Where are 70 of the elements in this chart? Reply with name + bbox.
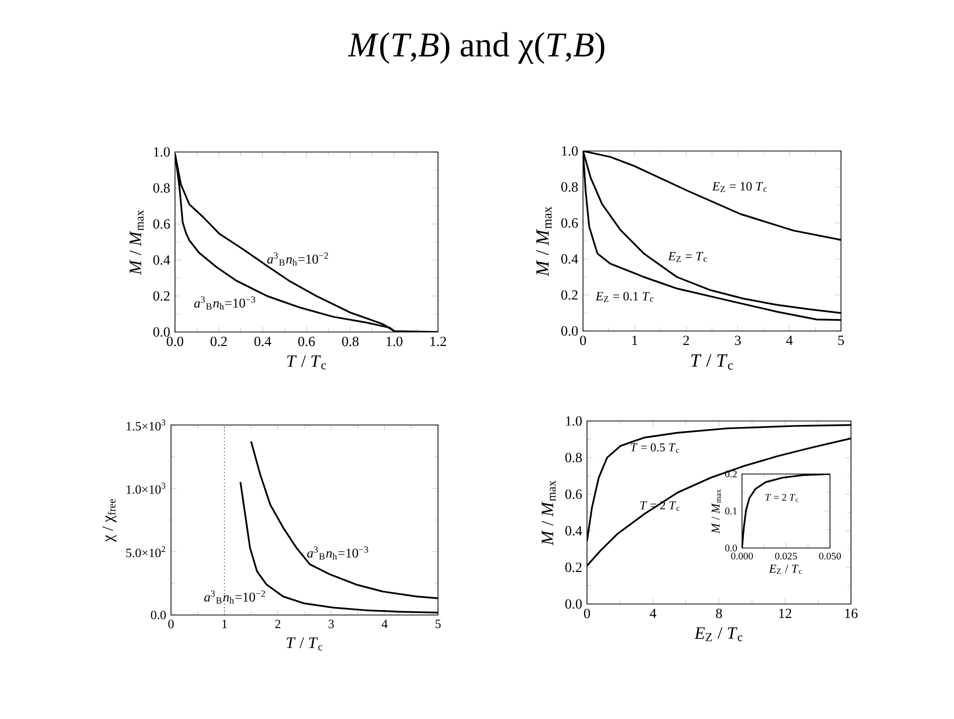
x-tick-label: 12 [779, 608, 792, 618]
y-tick-label: 1.0 [154, 147, 170, 157]
x-tick-label: 0 [580, 336, 586, 346]
series-label: a$^{3}$$_{B}$n$_{h}$=10$^{−3}$ [194, 296, 256, 310]
y-tick-label: 1.0 [562, 146, 578, 156]
x-tick-label: 1.2 [430, 336, 446, 346]
y-tick-label: 0.2 [153, 291, 170, 301]
x-axis-title: T / T$_{c}$ [287, 355, 326, 370]
x-axis-title: E$_{Z}$ / T$_{c}$ [768, 564, 802, 574]
y-tick-label: 0.6 [153, 219, 170, 229]
x-tick-label: 1 [222, 620, 227, 628]
x-tick-label: 16 [845, 608, 858, 618]
series-label: T = 0.5 T$_{c}$ [630, 443, 679, 453]
x-tick-label: 8 [716, 608, 722, 618]
y-tick-label: 0.2 [565, 562, 582, 572]
x-tick-label: 5 [838, 336, 844, 346]
series-label: T = 2 T$_{c}$ [766, 494, 798, 502]
y-tick-label: 0.0 [725, 544, 737, 552]
y-axis-title: M / M$_{max}$ [130, 210, 144, 275]
y-tick-label: 0.0 [153, 327, 170, 337]
y-axis-title: M / M$_{max}$ [536, 206, 552, 276]
y-tick-label: 1.0×10$^{3}$ [126, 482, 166, 494]
y-tick-label: 0.8 [153, 183, 170, 193]
y-tick-label: 1.5×10$^{3}$ [126, 419, 166, 431]
y-tick-label: 0.8 [565, 452, 582, 462]
x-tick-label: 0.025 [775, 552, 797, 560]
x-tick-label: 0 [168, 620, 174, 628]
x-axis-title: T / T$_{c}$ [286, 637, 322, 650]
y-tick-label: 0.6 [565, 489, 582, 499]
y-tick-label: 0.1 [725, 508, 737, 514]
y-tick-label: 0.2 [561, 290, 578, 300]
x-tick-label: 0.0 [166, 336, 184, 346]
y-axis-title: χ / χ$_{free}$ [102, 499, 116, 542]
chart-title: M(T,B) and χ(T,B) [348, 32, 604, 64]
x-tick-label: 0.4 [254, 336, 272, 346]
y-axis-title: M / M$_{max}$ [542, 480, 556, 546]
x-tick-label: 4 [650, 608, 656, 618]
y-tick-label: 1.0 [566, 416, 582, 426]
x-tick-label: 1 [632, 336, 638, 345]
x-axis-title: E$_{Z}$ / T$_{c}$ [694, 627, 742, 642]
y-tick-label: 0.4 [153, 255, 170, 265]
series-label: a$^{3}$$_{B}$n$_{h}$=10$^{−2}$ [267, 252, 328, 266]
y-tick-label: 0.0 [565, 599, 582, 609]
x-tick-label: 0.8 [342, 336, 359, 346]
y-tick-label: 0.6 [561, 218, 578, 228]
series-label: E$_{Z}$ = 0.1 T$_{c}$ [596, 292, 654, 302]
x-tick-label: 1.0 [386, 336, 402, 346]
x-tick-label: 0.000 [731, 552, 753, 560]
x-tick-label: 3 [734, 336, 741, 346]
series-label: E$_{Z}$ = 10 T$_{c}$ [712, 182, 767, 192]
x-tick-label: 0.050 [819, 552, 841, 560]
y-tick-label: 0.4 [561, 254, 578, 264]
x-tick-label: 4 [786, 336, 793, 345]
x-tick-label: 2 [275, 620, 280, 628]
x-tick-label: 0.6 [298, 336, 315, 346]
x-tick-label: 2 [683, 336, 689, 345]
series-label: a$^{3}$$_{B}$n$_{h}$=10$^{−2}$ [204, 590, 265, 604]
x-tick-label: 0.2 [210, 336, 227, 346]
x-tick-label: 4 [382, 620, 388, 628]
y-tick-label: 0.0 [561, 326, 578, 336]
y-axis-title: M / M$_{max}$ [712, 489, 721, 534]
y-tick-label: 5.0×10$^{2}$ [126, 546, 166, 558]
y-tick-label: 0.8 [561, 182, 578, 192]
y-tick-label: 0.4 [565, 526, 582, 536]
series-label: a$^{3}$$_{B}$n$_{h}$=10$^{−3}$ [307, 546, 368, 560]
x-axis-title: T / T$_{c}$ [691, 354, 733, 370]
x-tick-label: 3 [328, 620, 334, 628]
x-tick-label: 0 [584, 608, 590, 618]
series-label: E$_{Z}$ = T$_{c}$ [668, 252, 707, 262]
x-tick-label: 5 [436, 620, 441, 628]
